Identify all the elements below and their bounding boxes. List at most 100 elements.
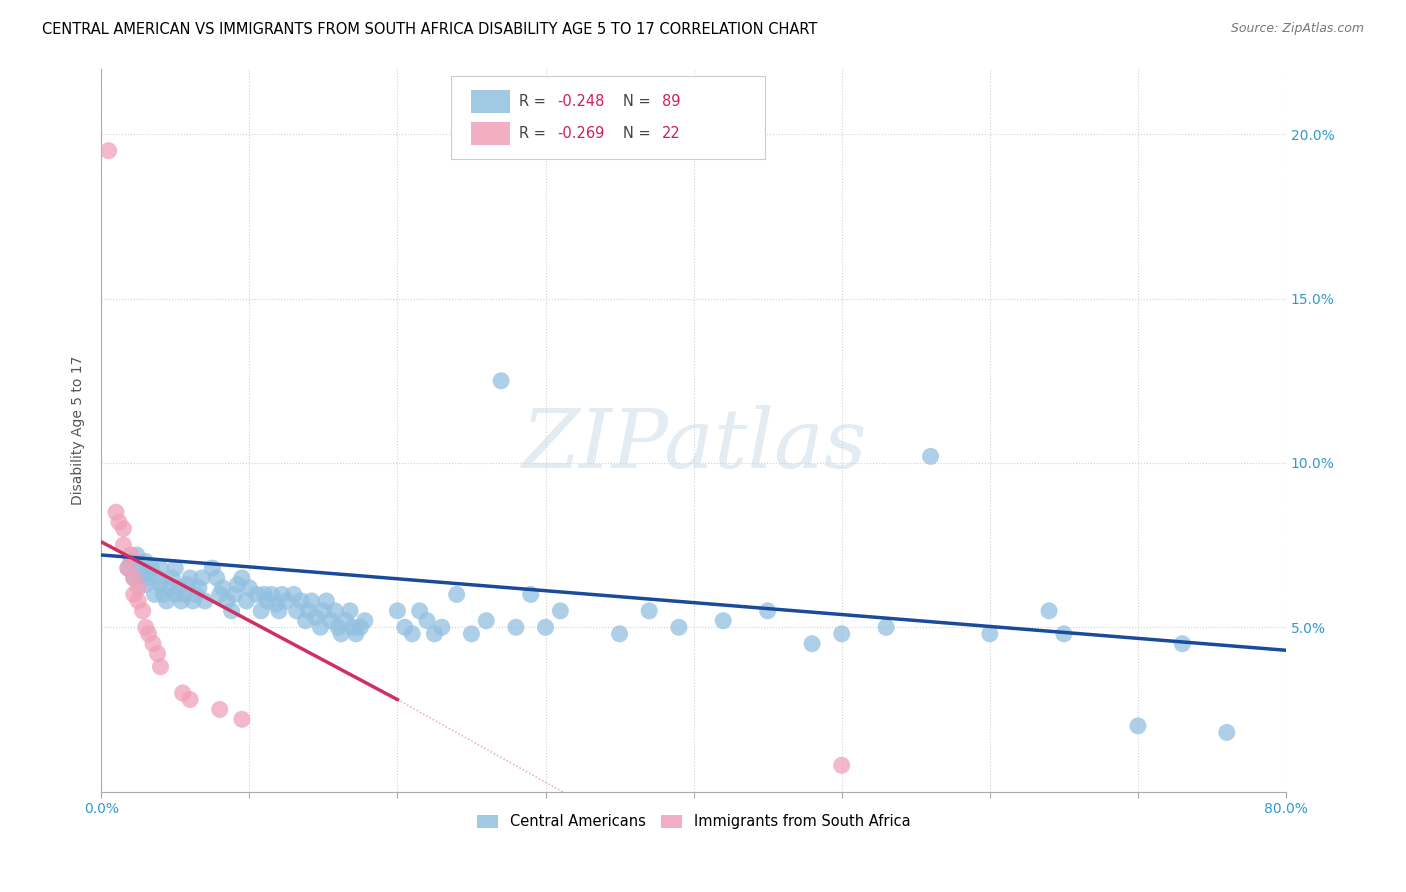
Point xyxy=(264,597,287,611)
Point xyxy=(179,571,201,585)
Point xyxy=(875,620,897,634)
Point xyxy=(489,374,512,388)
Point xyxy=(217,594,239,608)
Point xyxy=(1038,604,1060,618)
Point xyxy=(550,604,572,618)
Point xyxy=(231,571,253,585)
Point xyxy=(221,604,243,618)
Point xyxy=(167,581,190,595)
Point xyxy=(339,604,361,618)
Point xyxy=(256,594,278,608)
Text: -0.269: -0.269 xyxy=(557,126,605,141)
Point xyxy=(423,627,446,641)
Point xyxy=(294,614,316,628)
Point xyxy=(172,686,194,700)
Point xyxy=(276,594,298,608)
Point xyxy=(323,604,346,618)
Point xyxy=(297,604,319,618)
Point xyxy=(335,614,357,628)
Point xyxy=(105,505,128,519)
Point xyxy=(194,594,217,608)
Point xyxy=(534,620,557,634)
Point xyxy=(267,604,290,618)
Point xyxy=(270,587,292,601)
Y-axis label: Disability Age 5 to 17: Disability Age 5 to 17 xyxy=(72,355,86,505)
Bar xyxy=(471,90,510,113)
Point xyxy=(430,620,453,634)
Point xyxy=(131,567,153,582)
Point xyxy=(128,561,150,575)
Point xyxy=(125,548,148,562)
Text: N =: N = xyxy=(623,95,655,110)
Point xyxy=(117,561,139,575)
Point xyxy=(173,587,195,601)
Point xyxy=(831,758,853,772)
Point xyxy=(146,571,169,585)
Point xyxy=(127,594,149,608)
Point xyxy=(519,587,541,601)
Point xyxy=(831,627,853,641)
Point xyxy=(711,614,734,628)
Point xyxy=(201,561,224,575)
Point xyxy=(1216,725,1239,739)
Point xyxy=(112,522,135,536)
Point xyxy=(120,555,142,569)
Point xyxy=(224,587,246,601)
Point xyxy=(149,577,172,591)
Point xyxy=(756,604,779,618)
Point xyxy=(143,587,166,601)
Point xyxy=(1126,719,1149,733)
Point xyxy=(638,604,661,618)
Point xyxy=(131,604,153,618)
Point xyxy=(408,604,430,618)
Point xyxy=(135,555,157,569)
Text: 22: 22 xyxy=(662,126,681,141)
Point xyxy=(353,614,375,628)
Point xyxy=(162,571,184,585)
Point xyxy=(401,627,423,641)
Point xyxy=(205,571,228,585)
Point xyxy=(155,594,177,608)
Point xyxy=(208,702,231,716)
Point xyxy=(283,587,305,601)
Point xyxy=(208,587,231,601)
Point xyxy=(387,604,409,618)
Point xyxy=(122,571,145,585)
Point xyxy=(301,594,323,608)
Text: -0.248: -0.248 xyxy=(557,95,605,110)
Point xyxy=(117,561,139,575)
Point xyxy=(305,610,328,624)
Point xyxy=(505,620,527,634)
Point xyxy=(979,627,1001,641)
FancyBboxPatch shape xyxy=(451,76,765,159)
Point xyxy=(285,604,308,618)
Point xyxy=(184,587,207,601)
Point xyxy=(446,587,468,601)
Point xyxy=(668,620,690,634)
Point xyxy=(260,587,283,601)
Point xyxy=(122,571,145,585)
Point xyxy=(135,577,157,591)
Point xyxy=(112,538,135,552)
Point xyxy=(330,627,353,641)
Point xyxy=(460,627,482,641)
Point xyxy=(250,604,273,618)
Point xyxy=(149,561,172,575)
Point xyxy=(127,581,149,595)
Point xyxy=(1053,627,1076,641)
Point xyxy=(191,571,214,585)
Point xyxy=(231,712,253,726)
Point xyxy=(181,594,204,608)
Point xyxy=(157,581,180,595)
Point xyxy=(312,604,335,618)
Point xyxy=(188,581,211,595)
Point xyxy=(142,637,165,651)
Point xyxy=(349,620,371,634)
Point xyxy=(97,144,120,158)
Legend: Central Americans, Immigrants from South Africa: Central Americans, Immigrants from South… xyxy=(471,808,917,835)
Point xyxy=(176,577,198,591)
Point xyxy=(235,594,257,608)
Point xyxy=(170,594,193,608)
Point xyxy=(290,594,312,608)
Point xyxy=(609,627,631,641)
